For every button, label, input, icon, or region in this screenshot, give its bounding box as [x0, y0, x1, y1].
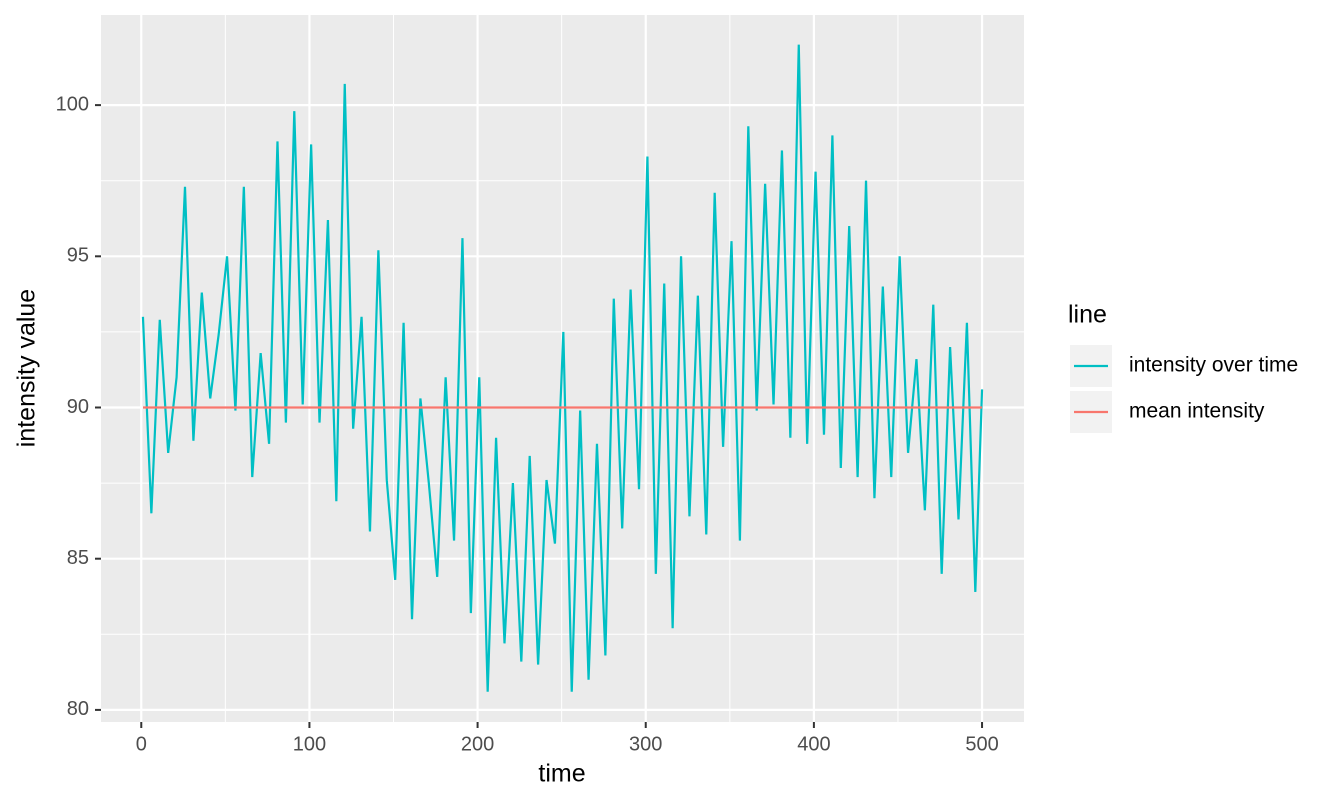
y-tick-label: 90 [67, 396, 89, 418]
axes: 80 85 90 95 100 0 100 200 300 400 500 [56, 93, 999, 755]
legend: line intensity over time mean intensity [1068, 301, 1298, 433]
series-line [141, 44, 984, 692]
x-tick-label: 500 [965, 733, 998, 755]
legend-label: intensity over time [1129, 354, 1298, 377]
plot-lines [141, 44, 984, 692]
x-tick-label: 100 [293, 733, 326, 755]
y-tick-label: 100 [56, 93, 89, 115]
y-tick-label: 80 [67, 698, 89, 720]
x-tick-label: 200 [461, 733, 494, 755]
legend-label: mean intensity [1129, 400, 1265, 423]
y-axis-title: intensity value [13, 289, 41, 447]
legend-title: line [1068, 301, 1107, 329]
x-axis-title: time [538, 760, 585, 788]
x-tick-label: 300 [629, 733, 662, 755]
x-tick-label: 400 [797, 733, 830, 755]
y-tick-label: 85 [67, 547, 89, 569]
y-tick-label: 95 [67, 245, 89, 267]
grid [101, 15, 1024, 722]
x-tick-label: 0 [136, 733, 147, 755]
